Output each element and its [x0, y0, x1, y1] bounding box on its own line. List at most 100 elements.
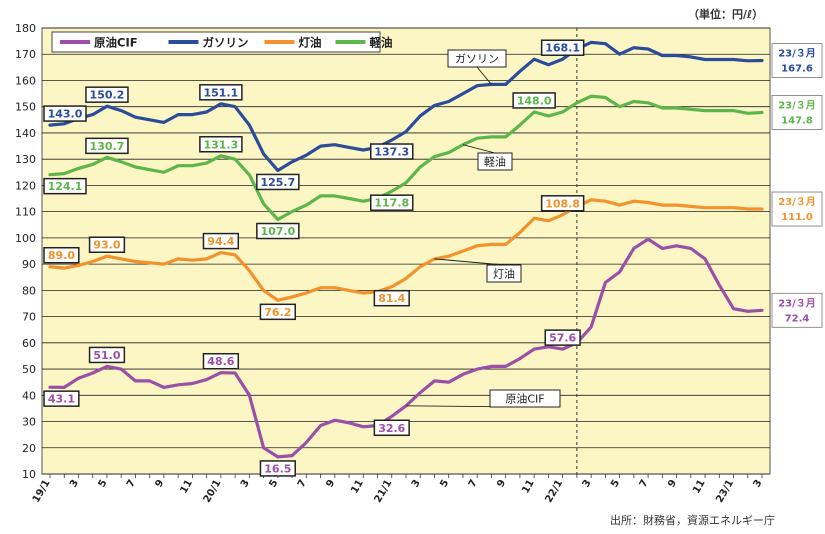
- y-tick-label: 70: [22, 311, 36, 324]
- end-label-month: 23/３月: [778, 196, 816, 208]
- callout-box: [486, 264, 522, 283]
- x-tick-label: 11: [179, 478, 196, 496]
- point-label: 125.7: [260, 176, 295, 189]
- callout-label: ガソリン: [455, 53, 499, 66]
- y-tick-label: 100: [15, 232, 36, 245]
- point-label-box: [259, 460, 296, 477]
- legend-label: ガソリン: [203, 36, 249, 50]
- y-tick-label: 120: [15, 179, 36, 192]
- x-tick-label: 9: [666, 478, 679, 490]
- y-tick-label: 40: [22, 389, 36, 402]
- y-tick-label: 160: [15, 74, 36, 87]
- callout-label: 灯油: [493, 267, 515, 281]
- point-label: 43.1: [48, 393, 75, 406]
- x-tick-label: 5: [97, 478, 110, 490]
- callout-box: [477, 152, 513, 171]
- x-tick-label: 5: [609, 478, 622, 490]
- point-label-box: [43, 390, 80, 407]
- callout-box: [447, 49, 507, 68]
- point-label-box: [256, 173, 300, 191]
- x-tick-label: 11: [520, 478, 537, 496]
- y-tick-label: 170: [15, 48, 36, 61]
- point-label-box: [88, 236, 126, 253]
- callout-leader: [462, 144, 496, 154]
- end-label-month: 23/３月: [778, 48, 816, 60]
- point-label-box: [88, 346, 126, 364]
- point-label: 57.6: [549, 332, 576, 345]
- end-label-box: [771, 95, 823, 130]
- source-label: 出所：財務省，資源エネルギー庁: [610, 514, 775, 527]
- point-label-box: [370, 194, 414, 211]
- x-tick-label: 3: [410, 478, 423, 490]
- point-label-box: [512, 92, 556, 109]
- y-tick-label: 130: [15, 153, 36, 166]
- point-label: 81.4: [378, 292, 405, 305]
- point-label: 89.0: [48, 249, 75, 262]
- legend-label: 原油CIF: [94, 36, 138, 50]
- series-line-3: [48, 94, 764, 222]
- x-tick-label: 11: [349, 478, 366, 496]
- x-tick-label: 9: [324, 478, 337, 490]
- series-line-1: [48, 40, 764, 173]
- end-label-month: 23/３月: [778, 297, 816, 309]
- legend-label: 軽油: [370, 36, 393, 50]
- point-label-box: [43, 177, 87, 195]
- x-tick-label: 3: [581, 478, 594, 490]
- y-tick-label: 150: [15, 101, 36, 114]
- point-label: 150.2: [90, 89, 125, 102]
- point-label: 16.5: [264, 462, 291, 475]
- point-label-box: [373, 419, 410, 437]
- y-tick-label: 80: [22, 284, 36, 297]
- point-label-box: [43, 246, 80, 264]
- x-tick-label: 3: [68, 478, 81, 490]
- point-label-box: [85, 137, 129, 155]
- point-label-box: [199, 136, 243, 153]
- end-label-value: 167.6: [781, 64, 813, 75]
- x-tick-label: 7: [638, 478, 651, 490]
- point-label: 107.0: [260, 225, 295, 238]
- callout-leader: [476, 66, 492, 85]
- end-label-month: 23/３月: [778, 99, 816, 111]
- x-tick-label: 7: [467, 478, 480, 490]
- y-tick-label: 60: [22, 337, 36, 350]
- x-tick-label: 19/1: [31, 478, 53, 505]
- point-label-box: [43, 105, 87, 122]
- point-label: 137.3: [374, 146, 409, 159]
- callout-label: 軽油: [484, 155, 506, 169]
- unit-label: （単位：円/ℓ）: [688, 8, 764, 21]
- point-label: 130.7: [90, 140, 125, 153]
- point-label: 151.1: [203, 86, 238, 99]
- point-label: 148.0: [517, 94, 552, 107]
- point-label: 76.2: [264, 306, 291, 319]
- y-tick-label: 180: [15, 22, 36, 35]
- end-label-value: 147.8: [781, 115, 813, 126]
- legend-label: 灯油: [299, 36, 322, 50]
- point-label: 32.6: [378, 422, 405, 435]
- x-tick-label: 7: [296, 478, 309, 490]
- point-label: 124.1: [48, 180, 83, 193]
- point-label-box: [256, 222, 300, 240]
- x-tick-label: 22/1: [543, 478, 565, 505]
- y-tick-label: 110: [15, 206, 36, 219]
- point-label-box: [540, 39, 585, 56]
- x-tick-label: 3: [239, 478, 252, 490]
- series-line-2: [48, 198, 764, 302]
- point-label-box: [540, 195, 585, 212]
- y-tick-label: 20: [22, 442, 36, 455]
- callout-label: 原油CIF: [505, 392, 544, 406]
- point-label: 143.0: [48, 108, 83, 121]
- x-tick-label: 3: [752, 478, 765, 490]
- x-tick-label: 23/1: [714, 478, 736, 505]
- point-label-box: [202, 352, 240, 370]
- callout-box: [489, 389, 561, 408]
- point-label-box: [544, 329, 581, 346]
- end-label-box: [771, 191, 823, 227]
- point-label-box: [373, 289, 410, 307]
- x-tick-label: 20/1: [202, 478, 224, 505]
- point-label: 108.8: [545, 197, 580, 210]
- point-label: 48.6: [207, 355, 234, 368]
- y-tick-label: 50: [22, 363, 36, 376]
- x-tick-label: 5: [438, 478, 451, 490]
- y-tick-label: 90: [22, 258, 36, 271]
